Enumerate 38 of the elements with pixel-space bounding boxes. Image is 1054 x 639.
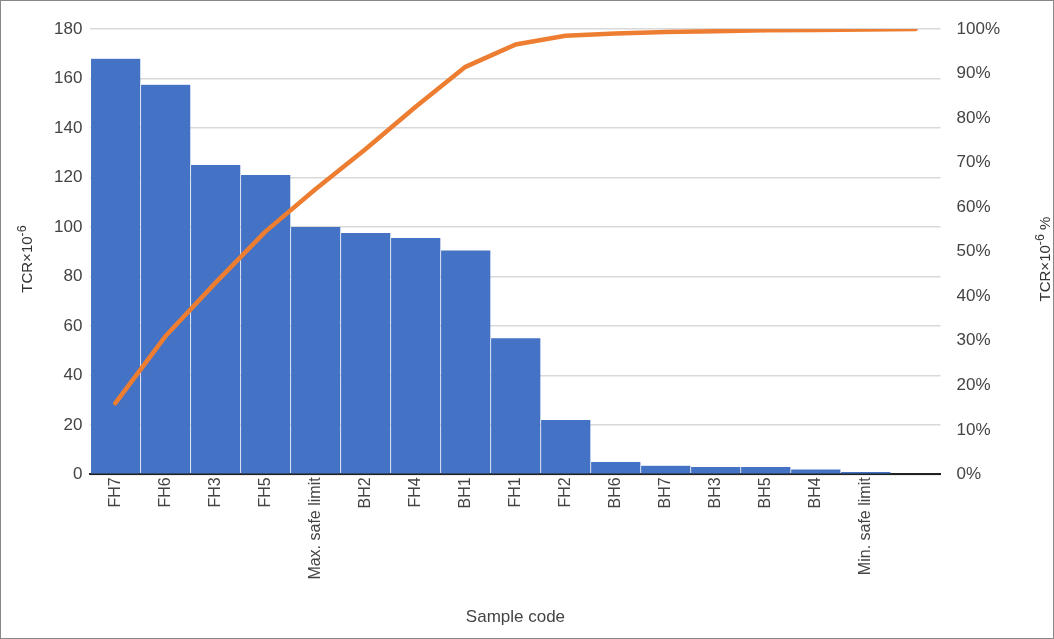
y-tick-label: 100 xyxy=(53,216,83,236)
x-tick-label: Max. safe limit xyxy=(305,476,323,580)
y-tick-label: 40 xyxy=(63,365,83,385)
x-tick-label: FH7 xyxy=(105,477,123,508)
y2-tick-label: 20% xyxy=(956,374,991,394)
y2-tick-label: 60% xyxy=(956,196,991,216)
x-axis-title: Sample code xyxy=(465,607,566,627)
y2-tick-label: 10% xyxy=(956,419,991,439)
x-tick-label: FH5 xyxy=(255,477,273,508)
y2-tick-label: 40% xyxy=(956,285,991,305)
y2-tick-label: 70% xyxy=(956,152,991,172)
x-tick-label: FH3 xyxy=(205,477,223,508)
y-tick-label: 120 xyxy=(53,167,83,187)
y2-tick-label: 30% xyxy=(956,330,991,350)
y2-tick-label: 80% xyxy=(956,107,991,127)
x-tick-label: BH6 xyxy=(605,477,623,509)
x-tick-label: BH1 xyxy=(455,477,473,509)
y-tick-label: 160 xyxy=(53,68,83,88)
x-tick-label: FH2 xyxy=(555,477,573,508)
y2-tick-label: 0% xyxy=(956,464,982,484)
x-tick-label: Min. safe limit xyxy=(855,476,873,576)
y2-tick-label: 100% xyxy=(956,18,1000,38)
y-tick-label: 60 xyxy=(63,315,83,335)
y-tick-label: 180 xyxy=(53,18,83,38)
x-tick-label: FH6 xyxy=(155,477,173,508)
x-tick-label: BH3 xyxy=(705,477,723,509)
y-tick-label: 0 xyxy=(72,464,83,484)
x-tick-label: BH7 xyxy=(655,477,673,509)
x-tick-label: BH2 xyxy=(355,477,373,509)
x-tick-label: FH1 xyxy=(505,477,523,508)
x-tick-label: FH4 xyxy=(405,477,423,508)
y-tick-label: 20 xyxy=(63,414,83,434)
x-tick-label: BH4 xyxy=(805,477,823,509)
y-tick-label: 140 xyxy=(53,117,83,137)
y2-tick-label: 50% xyxy=(956,241,991,261)
y2-tick-label: 90% xyxy=(956,63,991,83)
x-tick-label: BH5 xyxy=(755,477,773,509)
y-tick-label: 80 xyxy=(63,266,83,286)
